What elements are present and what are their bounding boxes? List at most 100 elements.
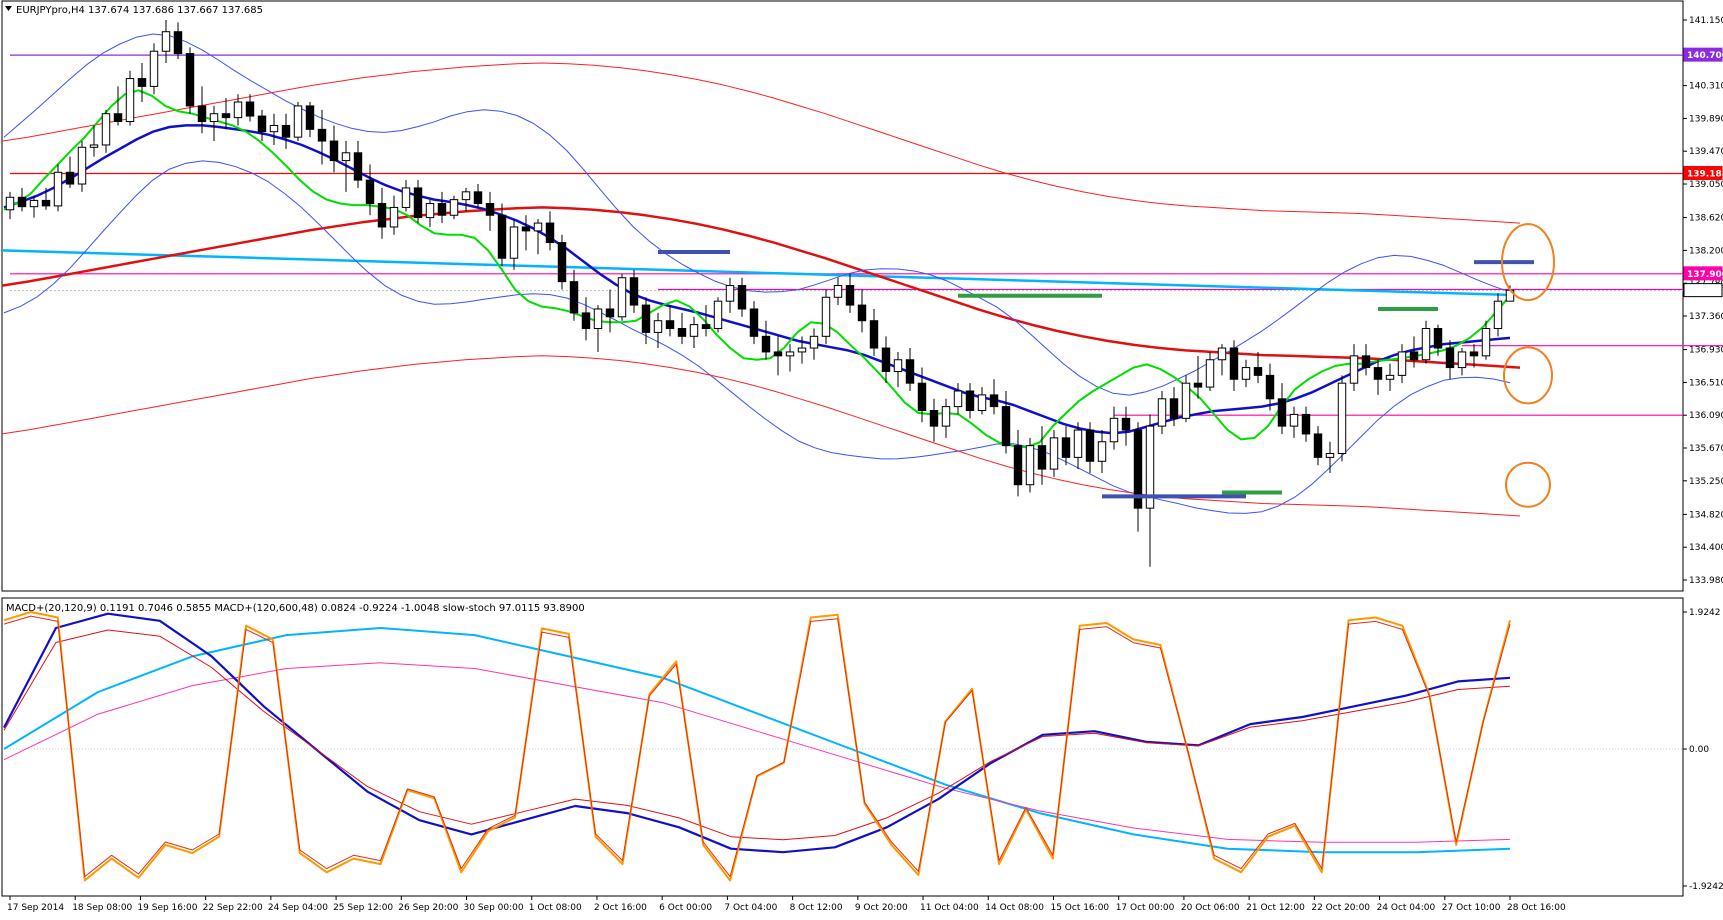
macd-fast-signal	[3, 629, 1511, 841]
candle-body	[629, 277, 639, 306]
candle-body	[953, 390, 963, 408]
candle-body	[581, 312, 591, 330]
price-tick-label: 138.620	[1689, 214, 1723, 224]
candle-body	[365, 179, 375, 205]
candle-body	[497, 214, 507, 259]
candle-body	[329, 140, 339, 162]
candle-body	[1169, 398, 1179, 419]
time-tick-label: 14 Oct 08:00	[985, 903, 1044, 913]
candle-body	[1361, 355, 1371, 369]
candle-body	[533, 222, 543, 232]
candle-body	[917, 382, 927, 412]
candle-body	[1325, 452, 1335, 458]
time-tick-label: 28 Oct 16:00	[1507, 903, 1566, 913]
candle-body	[545, 222, 555, 244]
candle-body	[17, 196, 27, 208]
price-badge-3	[1683, 283, 1723, 298]
price-tick-label: 139.890	[1689, 114, 1723, 124]
candle-body	[905, 359, 915, 384]
candle-body	[797, 347, 807, 353]
candle-body	[689, 324, 699, 337]
time-tick-label: 1 Oct 08:00	[529, 903, 582, 913]
menu-arrow-icon[interactable]	[5, 6, 12, 11]
oscillator-pane	[1, 597, 1684, 897]
price-tick-label: 140.310	[1689, 82, 1723, 92]
candle-body	[893, 359, 903, 372]
candle-body	[197, 105, 207, 123]
time-tick-label: 20 Oct 06:00	[1181, 903, 1240, 913]
price-tick-label: 135.250	[1689, 477, 1723, 487]
candle-body	[1373, 367, 1383, 380]
price-tick-label: 137.360	[1689, 312, 1723, 322]
candle-body	[1145, 425, 1155, 509]
sub-header: MACD+(20,120,9) 0.1191 0.7046 0.5855 MAC…	[6, 603, 585, 614]
candle-body	[785, 351, 795, 357]
time-tick-label: 22 Sep 22:00	[203, 903, 263, 913]
price-badge-1	[1683, 165, 1723, 180]
candle-body	[773, 351, 783, 357]
candle-body	[53, 171, 63, 207]
bollinger-upper	[3, 33, 1511, 396]
price-tick-label: 133.980	[1689, 576, 1723, 586]
fast-ema-line	[3, 89, 1511, 449]
candle-body	[437, 203, 447, 216]
candle-body	[593, 308, 603, 330]
candle-body	[221, 113, 231, 119]
candle-body	[485, 203, 495, 216]
time-tick-label: 19 Sep 16:00	[137, 903, 197, 913]
candle-body	[293, 105, 303, 138]
price-badge-label: 140.700	[1687, 51, 1723, 61]
candle-body	[833, 285, 843, 298]
candle-body	[245, 101, 255, 117]
price-tick-label: 138.200	[1689, 246, 1723, 256]
time-axis: 17 Sep 2014 18 Sep 08:00 19 Sep 16:00 22 Se…	[7, 896, 1566, 913]
candle-body	[1265, 374, 1275, 400]
candle-body	[1073, 429, 1083, 458]
price-badge-label: 139.185	[1687, 169, 1723, 179]
time-tick-label: 15 Oct 16:00	[1050, 903, 1109, 913]
candle-body	[1493, 300, 1503, 330]
candle-body	[125, 78, 135, 123]
candle-body	[233, 101, 243, 119]
candle-body	[1433, 328, 1443, 349]
candle-body	[845, 285, 855, 306]
candle-body	[389, 206, 399, 228]
candle-body	[1001, 406, 1011, 447]
candle-body	[113, 113, 123, 123]
candle-body	[1301, 413, 1311, 435]
candle-body	[1049, 437, 1059, 470]
time-tick-label: 17 Sep 2014	[7, 903, 64, 913]
candle-body	[1157, 398, 1167, 427]
candle-body	[1457, 351, 1467, 369]
price-badge-0	[1683, 47, 1723, 62]
candle-body	[1133, 429, 1143, 509]
candle-body	[101, 113, 111, 146]
candle-body	[701, 324, 711, 330]
candle-body	[341, 152, 351, 162]
candle-body	[401, 187, 411, 208]
candle-body	[89, 144, 99, 148]
candle-body	[1289, 413, 1299, 427]
candle-body	[1061, 437, 1071, 458]
candle-body	[1097, 441, 1107, 462]
candle-body	[161, 31, 171, 52]
candle-body	[1349, 355, 1359, 384]
candle-body	[749, 308, 759, 337]
candle-body	[1397, 351, 1407, 376]
candle-body	[173, 31, 183, 55]
candle-body	[509, 226, 519, 259]
candle-body	[1205, 359, 1215, 388]
candle-body	[473, 191, 483, 205]
time-tick-label: 7 Oct 04:00	[724, 903, 777, 913]
candle-body	[269, 124, 279, 133]
candle-body	[449, 199, 459, 216]
candle-body	[761, 335, 771, 353]
candle-body	[1253, 367, 1263, 376]
price-badge-2	[1683, 266, 1723, 281]
candle-body	[941, 406, 951, 427]
price-tick-label: 136.930	[1689, 346, 1723, 356]
highlight-circle-2	[1505, 461, 1551, 508]
candle-body	[1337, 382, 1347, 454]
time-tick-label: 8 Oct 12:00	[790, 903, 843, 913]
candle-body	[185, 53, 195, 107]
